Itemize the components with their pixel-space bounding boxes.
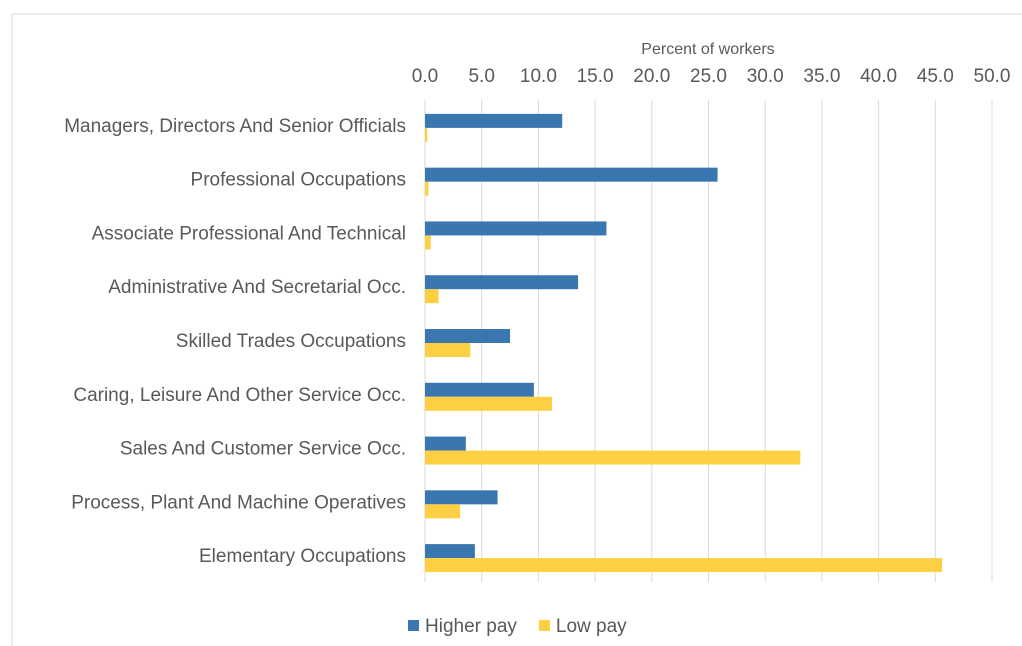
x-tick-label: 25.0 [690, 66, 727, 87]
bar [425, 113, 563, 128]
x-tick-label: 15.0 [577, 66, 614, 87]
bar [425, 382, 534, 397]
y-tick-label: Associate Professional And Technical [92, 223, 406, 244]
bar [425, 544, 475, 559]
bar [425, 450, 801, 465]
y-tick-label: Sales And Customer Service Occ. [120, 439, 406, 460]
chart-border [11, 13, 1022, 646]
y-tick-label: Skilled Trades Occupations [176, 331, 406, 352]
bar [425, 235, 431, 250]
bar [425, 167, 718, 182]
bar [425, 275, 579, 290]
bar [425, 127, 428, 142]
y-tick-label: Caring, Leisure And Other Service Occ. [73, 385, 406, 406]
x-tick-label: 35.0 [803, 66, 840, 87]
bar [425, 181, 429, 196]
bar [425, 329, 511, 343]
y-tick-label: Process, Plant And Machine Operatives [71, 492, 406, 513]
y-tick-label: Professional Occupations [191, 170, 406, 191]
x-tick-label: 10.0 [520, 66, 557, 87]
legend-swatch [538, 620, 550, 631]
x-tick-label: 45.0 [917, 66, 954, 87]
bar [425, 490, 498, 505]
bar [425, 504, 461, 519]
x-tick-label: 30.0 [747, 66, 784, 87]
y-tick-label: Elementary Occupations [199, 546, 406, 567]
x-tick-label: 50.0 [974, 66, 1011, 87]
legend-swatch [408, 620, 419, 631]
bar [425, 558, 943, 573]
bar [425, 343, 471, 357]
x-tick-label: 5.0 [468, 66, 494, 87]
x-tick-label: 20.0 [633, 66, 670, 87]
legend-label: Low pay [556, 616, 627, 637]
bar [425, 396, 553, 411]
y-tick-label: Administrative And Secretarial Occ. [108, 277, 406, 298]
x-tick-label: 40.0 [860, 66, 897, 87]
y-tick-label: Managers, Directors And Senior Officials [64, 116, 406, 137]
bar [425, 436, 466, 451]
bar [425, 221, 607, 236]
bar [425, 289, 439, 304]
axis-title: Percent of workers [641, 41, 774, 58]
x-tick-label: 0.0 [412, 66, 438, 87]
legend-label: Higher pay [425, 616, 517, 637]
